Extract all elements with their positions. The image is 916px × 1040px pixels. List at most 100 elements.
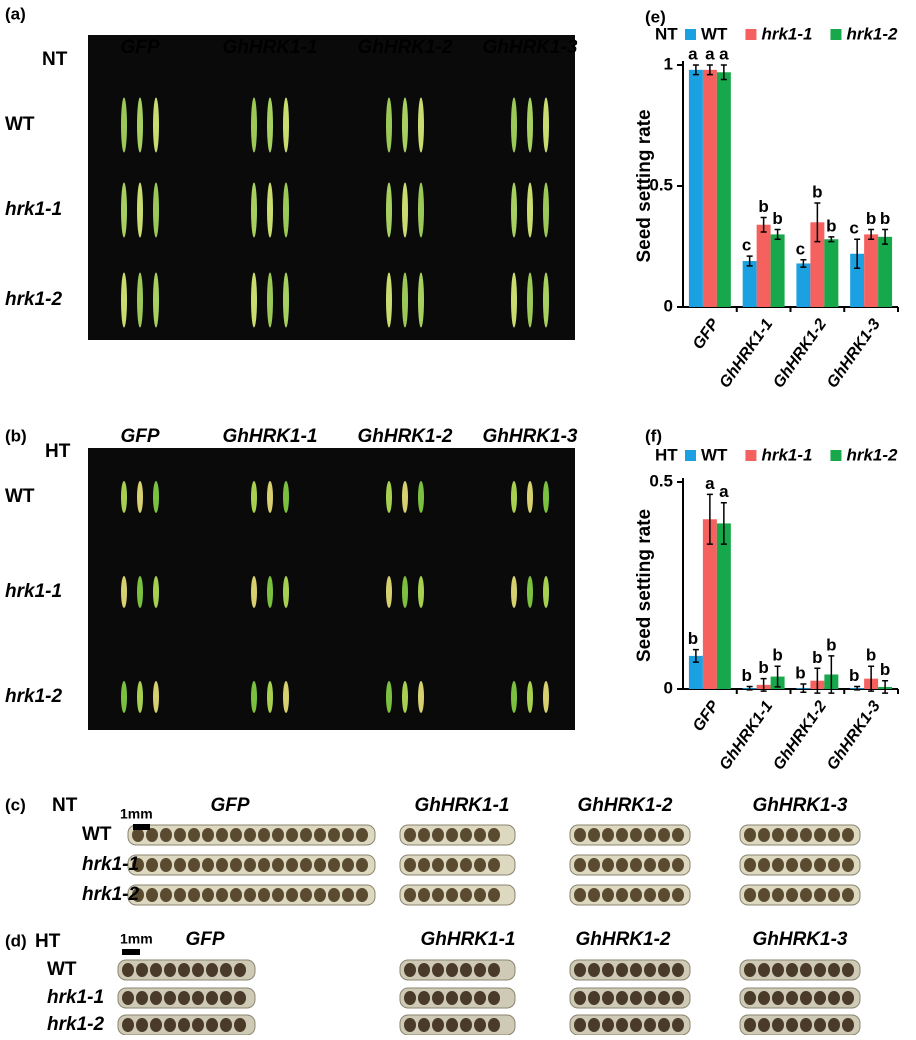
seed	[446, 858, 458, 872]
significance-letter: b	[812, 182, 822, 201]
x-tick-label: GhHRK1-1	[717, 316, 777, 391]
bar	[864, 234, 879, 307]
silique	[418, 97, 424, 153]
error-bar	[746, 685, 753, 691]
silique	[137, 97, 143, 153]
significance-letter: b	[758, 197, 768, 216]
seed	[206, 963, 218, 977]
significance-letter: c	[796, 239, 805, 258]
y-axis-label: Seed setting rate	[634, 509, 655, 662]
seed	[744, 1018, 756, 1032]
silique	[418, 681, 424, 713]
scale-bar	[122, 949, 140, 955]
seed	[842, 963, 854, 977]
x-tick-label: GFP	[690, 316, 723, 353]
seed	[488, 888, 500, 902]
silique	[386, 681, 392, 713]
silique	[543, 97, 549, 153]
silique	[511, 182, 517, 238]
silique	[283, 481, 289, 513]
seed	[786, 828, 798, 842]
row-label: WT	[5, 114, 35, 135]
row-label: WT	[82, 824, 112, 845]
seed	[286, 858, 298, 872]
seed	[758, 828, 770, 842]
scale-label: 1mm	[120, 806, 153, 822]
seed	[800, 828, 812, 842]
seed	[188, 828, 200, 842]
seed	[758, 888, 770, 902]
silique	[153, 681, 159, 713]
seed	[828, 1018, 840, 1032]
silique	[527, 182, 533, 238]
column-header: GhHRK1-2	[577, 795, 672, 816]
silique	[283, 576, 289, 608]
x-tick-label: GhHRK1-2	[770, 316, 830, 391]
seed	[460, 828, 472, 842]
silique	[153, 97, 159, 153]
seed	[588, 963, 600, 977]
seed	[658, 1018, 670, 1032]
bar	[702, 69, 717, 307]
seed	[772, 1018, 784, 1032]
seed	[300, 888, 312, 902]
seed	[814, 991, 826, 1005]
significance-letter: a	[719, 44, 729, 63]
panel-label: (a)	[5, 4, 26, 23]
seed	[220, 991, 232, 1005]
seed	[178, 963, 190, 977]
bar	[810, 222, 825, 307]
seed	[842, 1018, 854, 1032]
seed	[842, 858, 854, 872]
bar	[878, 236, 893, 307]
seed	[122, 991, 134, 1005]
significance-letter: b	[866, 209, 876, 228]
seed	[630, 888, 642, 902]
error-bar	[774, 228, 781, 240]
seed	[588, 888, 600, 902]
silique	[527, 576, 533, 608]
seed	[630, 991, 642, 1005]
significance-letter: b	[758, 658, 768, 677]
legend-label: hrk1-1	[761, 445, 812, 464]
panel-label: (d)	[5, 931, 27, 950]
silique	[137, 576, 143, 608]
seed	[202, 858, 214, 872]
seed	[842, 828, 854, 842]
seed	[758, 1018, 770, 1032]
significance-letter: b	[826, 635, 836, 654]
seed	[230, 828, 242, 842]
significance-letter: a	[719, 482, 729, 501]
column-header: GhHRK1-2	[575, 929, 670, 950]
bar	[850, 253, 865, 307]
seed	[488, 858, 500, 872]
silique	[283, 681, 289, 713]
seed	[432, 888, 444, 902]
seed	[474, 828, 486, 842]
seed	[230, 888, 242, 902]
bar	[716, 523, 731, 689]
seed	[616, 858, 628, 872]
condition: NT	[52, 795, 78, 816]
silique	[153, 272, 159, 328]
bar	[796, 263, 811, 307]
panel-label: (c)	[5, 795, 26, 814]
seed	[630, 1018, 642, 1032]
condition: NT	[42, 49, 68, 70]
silique	[121, 97, 127, 153]
column-header: GFP	[185, 929, 224, 950]
seed	[300, 828, 312, 842]
silique	[121, 481, 127, 513]
seed	[132, 828, 144, 842]
x-tick-label: GhHRK1-2	[770, 698, 830, 773]
column-header: GhHRK1-2	[357, 37, 452, 58]
column-header: GhHRK1-3	[752, 929, 847, 950]
error-bar	[882, 228, 889, 245]
silique	[267, 97, 273, 153]
seed	[786, 1018, 798, 1032]
seed	[574, 888, 586, 902]
column-header: GhHRK1-3	[482, 426, 577, 447]
seed	[574, 963, 586, 977]
seed	[342, 828, 354, 842]
seed	[786, 888, 798, 902]
